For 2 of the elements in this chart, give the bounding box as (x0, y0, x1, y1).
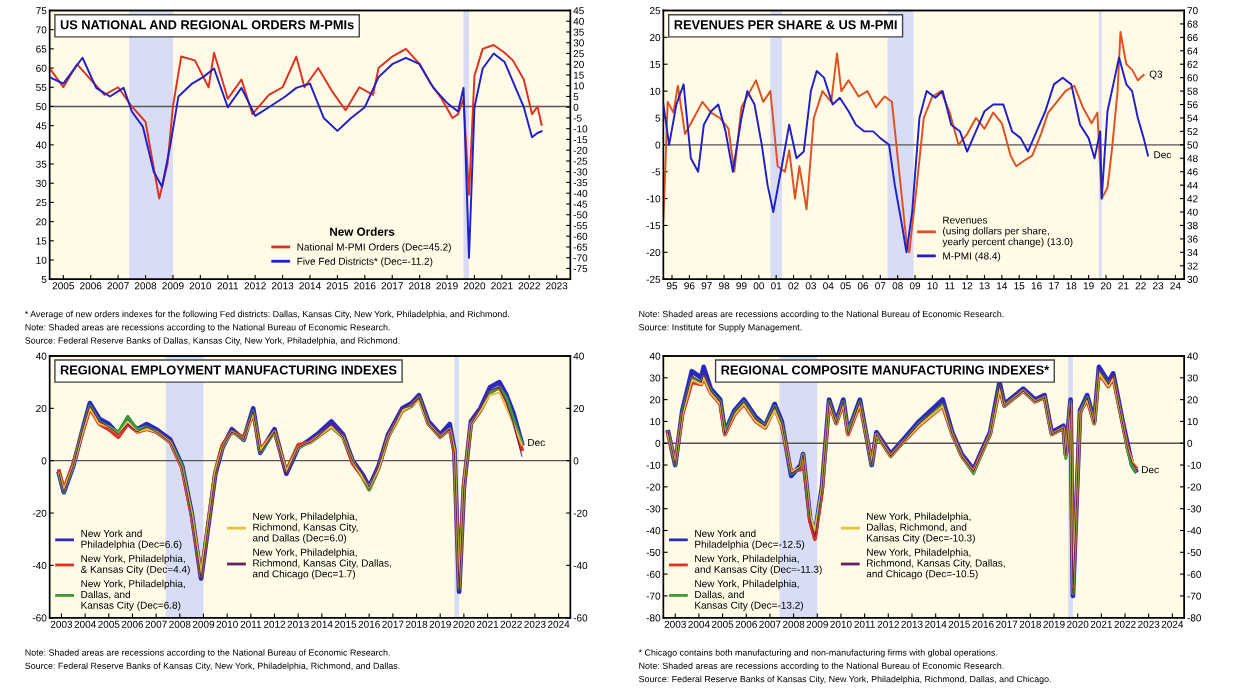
line-series (49, 52, 543, 259)
line-series (49, 44, 543, 200)
